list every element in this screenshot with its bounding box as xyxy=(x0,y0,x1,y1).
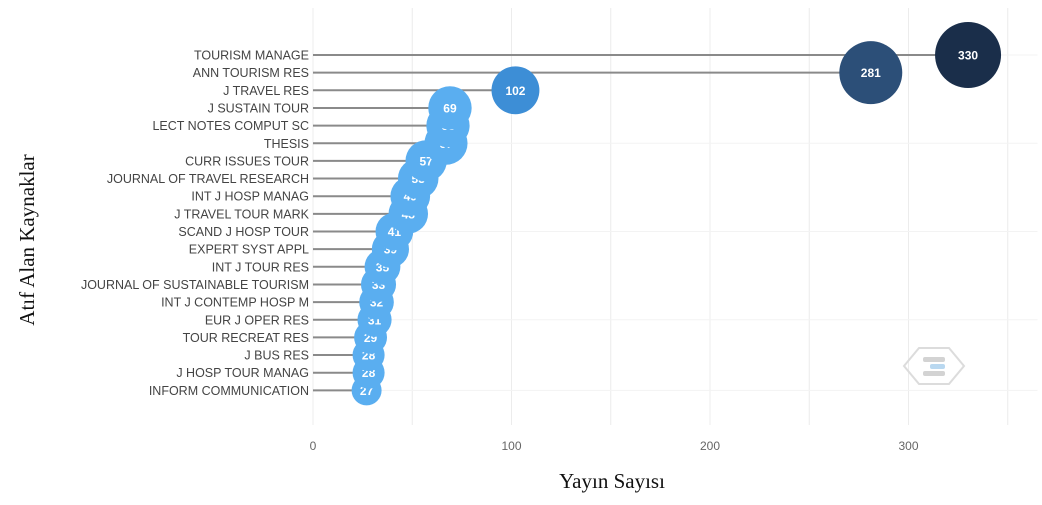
x-axis-ticks: 0 100 200 300 xyxy=(310,439,919,453)
category-label: J SUSTAIN TOUR xyxy=(208,101,309,115)
category-label: INFORM COMMUNICATION xyxy=(149,384,309,398)
bubble-point[interactable] xyxy=(491,66,540,115)
y-axis-title: Atıf Alan Kaynaklar xyxy=(15,154,39,325)
category-label: J TRAVEL RES xyxy=(223,84,309,98)
watermark-logo xyxy=(902,347,966,385)
x-tick-label: 300 xyxy=(898,439,918,453)
category-label: JOURNAL OF TRAVEL RESEARCH xyxy=(107,172,309,186)
category-label: LECT NOTES COMPUT SC xyxy=(152,119,309,133)
category-label: ANN TOURISM RES xyxy=(193,66,309,80)
bubble-value-label: 57 xyxy=(419,154,433,168)
category-label: TOURISM MANAGE xyxy=(194,49,309,63)
category-label: CURR ISSUES TOUR xyxy=(185,154,309,168)
bubble-point[interactable] xyxy=(839,41,903,105)
category-label: INT J TOUR RES xyxy=(212,260,309,274)
category-label: J TRAVEL TOUR MARK xyxy=(174,207,309,221)
category-label: EUR J OPER RES xyxy=(205,313,309,327)
category-label: THESIS xyxy=(264,137,309,151)
x-axis-title: Yayın Sayısı xyxy=(559,469,665,493)
bubble-value-label: 102 xyxy=(505,84,525,98)
bubble-value-label: 281 xyxy=(861,66,881,80)
category-labels: TOURISM MANAGE ANN TOURISM RES J TRAVEL RE… xyxy=(81,49,310,398)
bubble-point[interactable] xyxy=(935,22,1002,88)
x-tick-label: 200 xyxy=(700,439,720,453)
x-tick-label: 100 xyxy=(501,439,521,453)
bubble-value-label: 69 xyxy=(443,101,457,115)
category-label: TOUR RECREAT RES xyxy=(183,331,309,345)
category-label: SCAND J HOSP TOUR xyxy=(178,225,309,239)
bubble-layer: 2728282931323335394148495357676869102281… xyxy=(351,22,1002,406)
category-label: INT J HOSP MANAG xyxy=(191,190,309,204)
category-label: JOURNAL OF SUSTAINABLE TOURISM xyxy=(81,278,309,292)
category-label: EXPERT SYST APPL xyxy=(189,243,309,257)
bubble-value-label: 330 xyxy=(958,49,978,63)
category-label: J HOSP TOUR MANAG xyxy=(176,366,309,380)
category-label: INT J CONTEMP HOSP M xyxy=(161,296,309,310)
x-tick-label: 0 xyxy=(310,439,317,453)
bubble-point[interactable] xyxy=(428,86,472,130)
category-label: J BUS RES xyxy=(244,349,309,363)
